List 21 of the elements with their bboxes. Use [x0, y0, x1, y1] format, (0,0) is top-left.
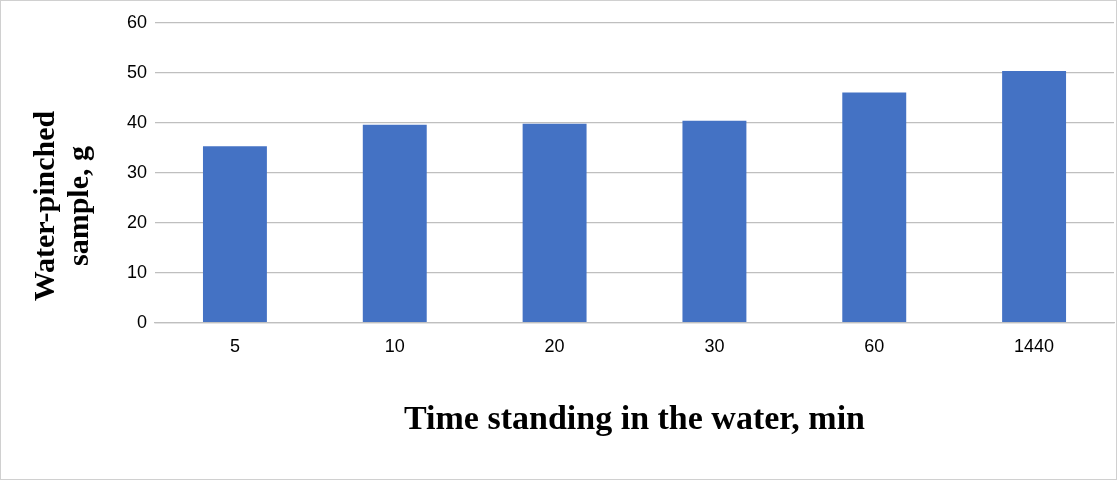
bar [362, 124, 427, 322]
y-tick-label: 50 [126, 61, 148, 82]
x-tick-label: 1440 [1014, 336, 1055, 357]
bar [202, 146, 267, 322]
bar [842, 92, 907, 322]
bar [522, 123, 587, 322]
y-tick-label: 10 [126, 261, 148, 282]
bar [1002, 70, 1067, 322]
x-tick-label: 60 [864, 336, 885, 357]
x-tick-label: 10 [384, 336, 405, 357]
x-tick-label: 30 [704, 336, 725, 357]
x-axis-title: Time standing in the water, min [404, 399, 866, 437]
y-tick-label: 30 [126, 161, 148, 182]
x-tick-label: 5 [229, 336, 240, 357]
x-tick-label: 20 [544, 336, 565, 357]
y-tick-label: 20 [126, 211, 148, 232]
y-tick-label: 60 [126, 11, 148, 32]
y-tick-label: 40 [126, 111, 148, 132]
y-axis-title: Water-pinched sample, g [27, 109, 95, 304]
bar [682, 120, 747, 322]
y-tick-label: 0 [137, 311, 148, 332]
